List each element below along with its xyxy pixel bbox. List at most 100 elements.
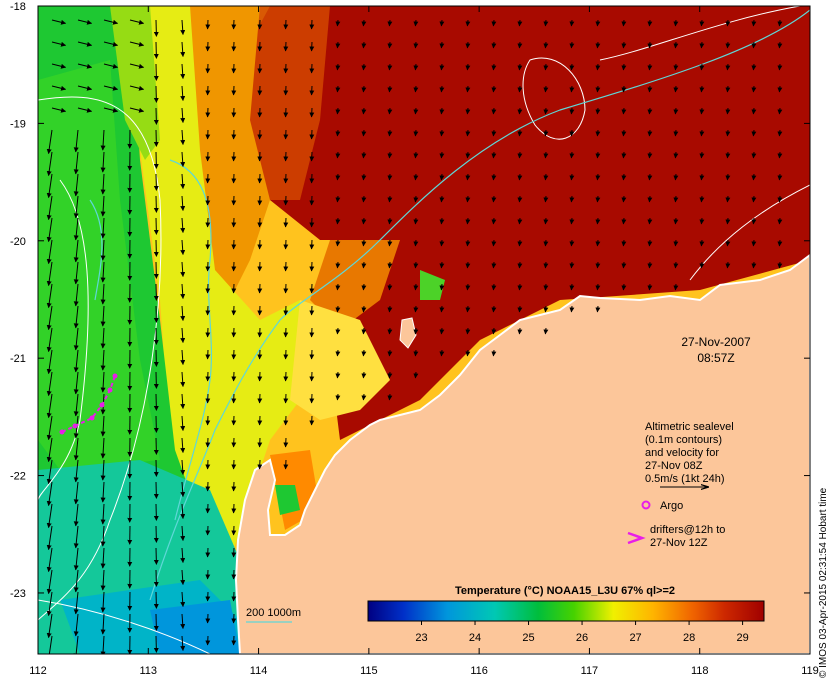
velocity-arrow xyxy=(180,195,186,212)
velocity-arrow xyxy=(361,371,367,379)
velocity-arrow xyxy=(543,41,549,49)
velocity-arrow xyxy=(517,129,523,137)
velocity-arrow xyxy=(100,305,106,327)
velocity-arrow xyxy=(725,63,731,71)
velocity-arrow xyxy=(725,217,731,225)
velocity-arrow xyxy=(751,63,757,71)
velocity-arrow xyxy=(77,85,93,91)
velocity-arrow xyxy=(725,261,731,269)
velocity-arrow xyxy=(100,239,106,261)
velocity-arrow xyxy=(439,195,445,203)
velocity-arrow xyxy=(439,107,445,115)
velocity-arrow xyxy=(73,459,79,483)
velocity-arrow xyxy=(465,349,471,357)
velocity-arrow xyxy=(180,481,186,498)
velocity-arrow xyxy=(46,547,53,573)
velocity-arrow xyxy=(673,63,679,71)
velocity-arrow xyxy=(465,283,471,291)
sealevel-legend-line: (0.1m contours) xyxy=(645,434,722,446)
velocity-arrow xyxy=(595,85,601,93)
velocity-arrow xyxy=(387,217,393,225)
velocity-arrow xyxy=(439,63,445,71)
velocity-arrow xyxy=(180,19,186,36)
velocity-arrow xyxy=(361,327,367,335)
lon-tick-label: 116 xyxy=(470,665,488,677)
velocity-arrow xyxy=(751,261,757,269)
velocity-arrow xyxy=(387,129,393,137)
velocity-arrow xyxy=(673,239,679,247)
velocity-arrow xyxy=(595,261,601,269)
lon-tick-label: 113 xyxy=(140,665,158,677)
velocity-arrow xyxy=(725,151,731,159)
velocity-arrow xyxy=(569,283,575,291)
map-frame xyxy=(37,5,811,655)
velocity-arrow xyxy=(777,151,783,159)
velocity-arrow xyxy=(100,437,106,459)
velocity-arrow xyxy=(387,151,393,159)
velocity-arrow xyxy=(751,129,757,137)
velocity-arrow xyxy=(491,63,497,71)
velocity-arrow xyxy=(180,305,186,322)
velocity-arrow xyxy=(491,217,497,225)
velocity-arrow xyxy=(569,305,575,313)
velocity-arrow xyxy=(751,195,757,203)
velocity-arrow xyxy=(673,151,679,159)
velocity-arrow xyxy=(100,569,106,591)
velocity-arrow xyxy=(621,261,627,269)
velocity-arrow xyxy=(647,239,653,247)
velocity-arrow xyxy=(673,41,679,49)
velocity-arrow xyxy=(51,85,67,91)
velocity-arrow xyxy=(100,415,106,437)
velocity-arrow xyxy=(621,63,627,71)
velocity-arrow xyxy=(180,635,186,652)
velocity-arrow xyxy=(699,261,705,269)
velocity-arrow xyxy=(180,261,186,278)
velocity-arrow xyxy=(46,195,53,221)
velocity-arrow xyxy=(465,261,471,269)
velocity-arrow xyxy=(335,41,341,49)
velocity-arrow xyxy=(73,261,79,285)
velocity-arrow xyxy=(335,239,341,247)
velocity-arrow xyxy=(100,173,106,195)
velocity-arrow xyxy=(46,481,53,507)
velocity-arrow xyxy=(73,173,79,197)
velocity-arrow xyxy=(361,195,367,203)
velocity-arrow xyxy=(647,129,653,137)
velocity-arrow xyxy=(543,63,549,71)
velocity-arrow xyxy=(413,173,419,181)
velocity-arrow xyxy=(100,151,106,173)
velocity-arrow xyxy=(517,261,523,269)
velocity-arrow xyxy=(73,437,79,461)
velocity-arrow xyxy=(387,19,393,27)
velocity-arrow xyxy=(491,261,497,269)
velocity-arrow xyxy=(491,195,497,203)
velocity-arrow xyxy=(100,371,106,393)
velocity-arrow xyxy=(751,19,757,27)
velocity-arrow xyxy=(491,305,497,313)
velocity-arrow xyxy=(335,85,341,93)
velocity-arrow xyxy=(387,261,393,269)
velocity-arrow xyxy=(387,305,393,313)
velocity-arrow xyxy=(673,19,679,27)
velocity-arrow xyxy=(465,305,471,313)
velocity-arrow xyxy=(569,195,575,203)
velocity-arrow xyxy=(180,569,186,586)
velocity-arrow xyxy=(100,481,106,503)
velocity-arrow xyxy=(73,239,79,263)
velocity-arrow xyxy=(595,305,601,313)
velocity-arrow xyxy=(439,173,445,181)
lat-tick-label: -20 xyxy=(10,236,26,248)
velocity-arrow xyxy=(725,173,731,181)
velocity-arrow xyxy=(413,151,419,159)
sealevel-legend-line: and velocity for xyxy=(645,447,719,459)
velocity-arrow xyxy=(413,63,419,71)
velocity-arrow xyxy=(751,41,757,49)
velocity-arrow xyxy=(517,151,523,159)
velocity-arrow xyxy=(751,151,757,159)
velocity-arrow xyxy=(647,217,653,225)
velocity-arrow xyxy=(180,503,186,520)
velocity-arrow xyxy=(73,305,79,329)
velocity-arrow xyxy=(73,525,79,549)
velocity-arrow xyxy=(413,19,419,27)
velocity-arrow xyxy=(621,283,627,291)
